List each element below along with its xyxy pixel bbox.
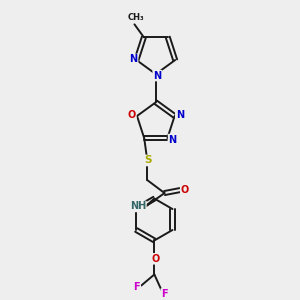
Text: NH: NH xyxy=(130,201,146,212)
Text: CH₃: CH₃ xyxy=(128,14,144,22)
Text: F: F xyxy=(134,282,140,292)
Text: O: O xyxy=(181,185,189,195)
Text: O: O xyxy=(128,110,136,119)
Text: F: F xyxy=(161,289,168,299)
Text: N: N xyxy=(169,134,177,145)
Text: O: O xyxy=(152,254,160,264)
Text: N: N xyxy=(153,70,161,81)
Text: N: N xyxy=(130,54,138,64)
Text: S: S xyxy=(144,155,152,166)
Text: N: N xyxy=(176,110,184,119)
